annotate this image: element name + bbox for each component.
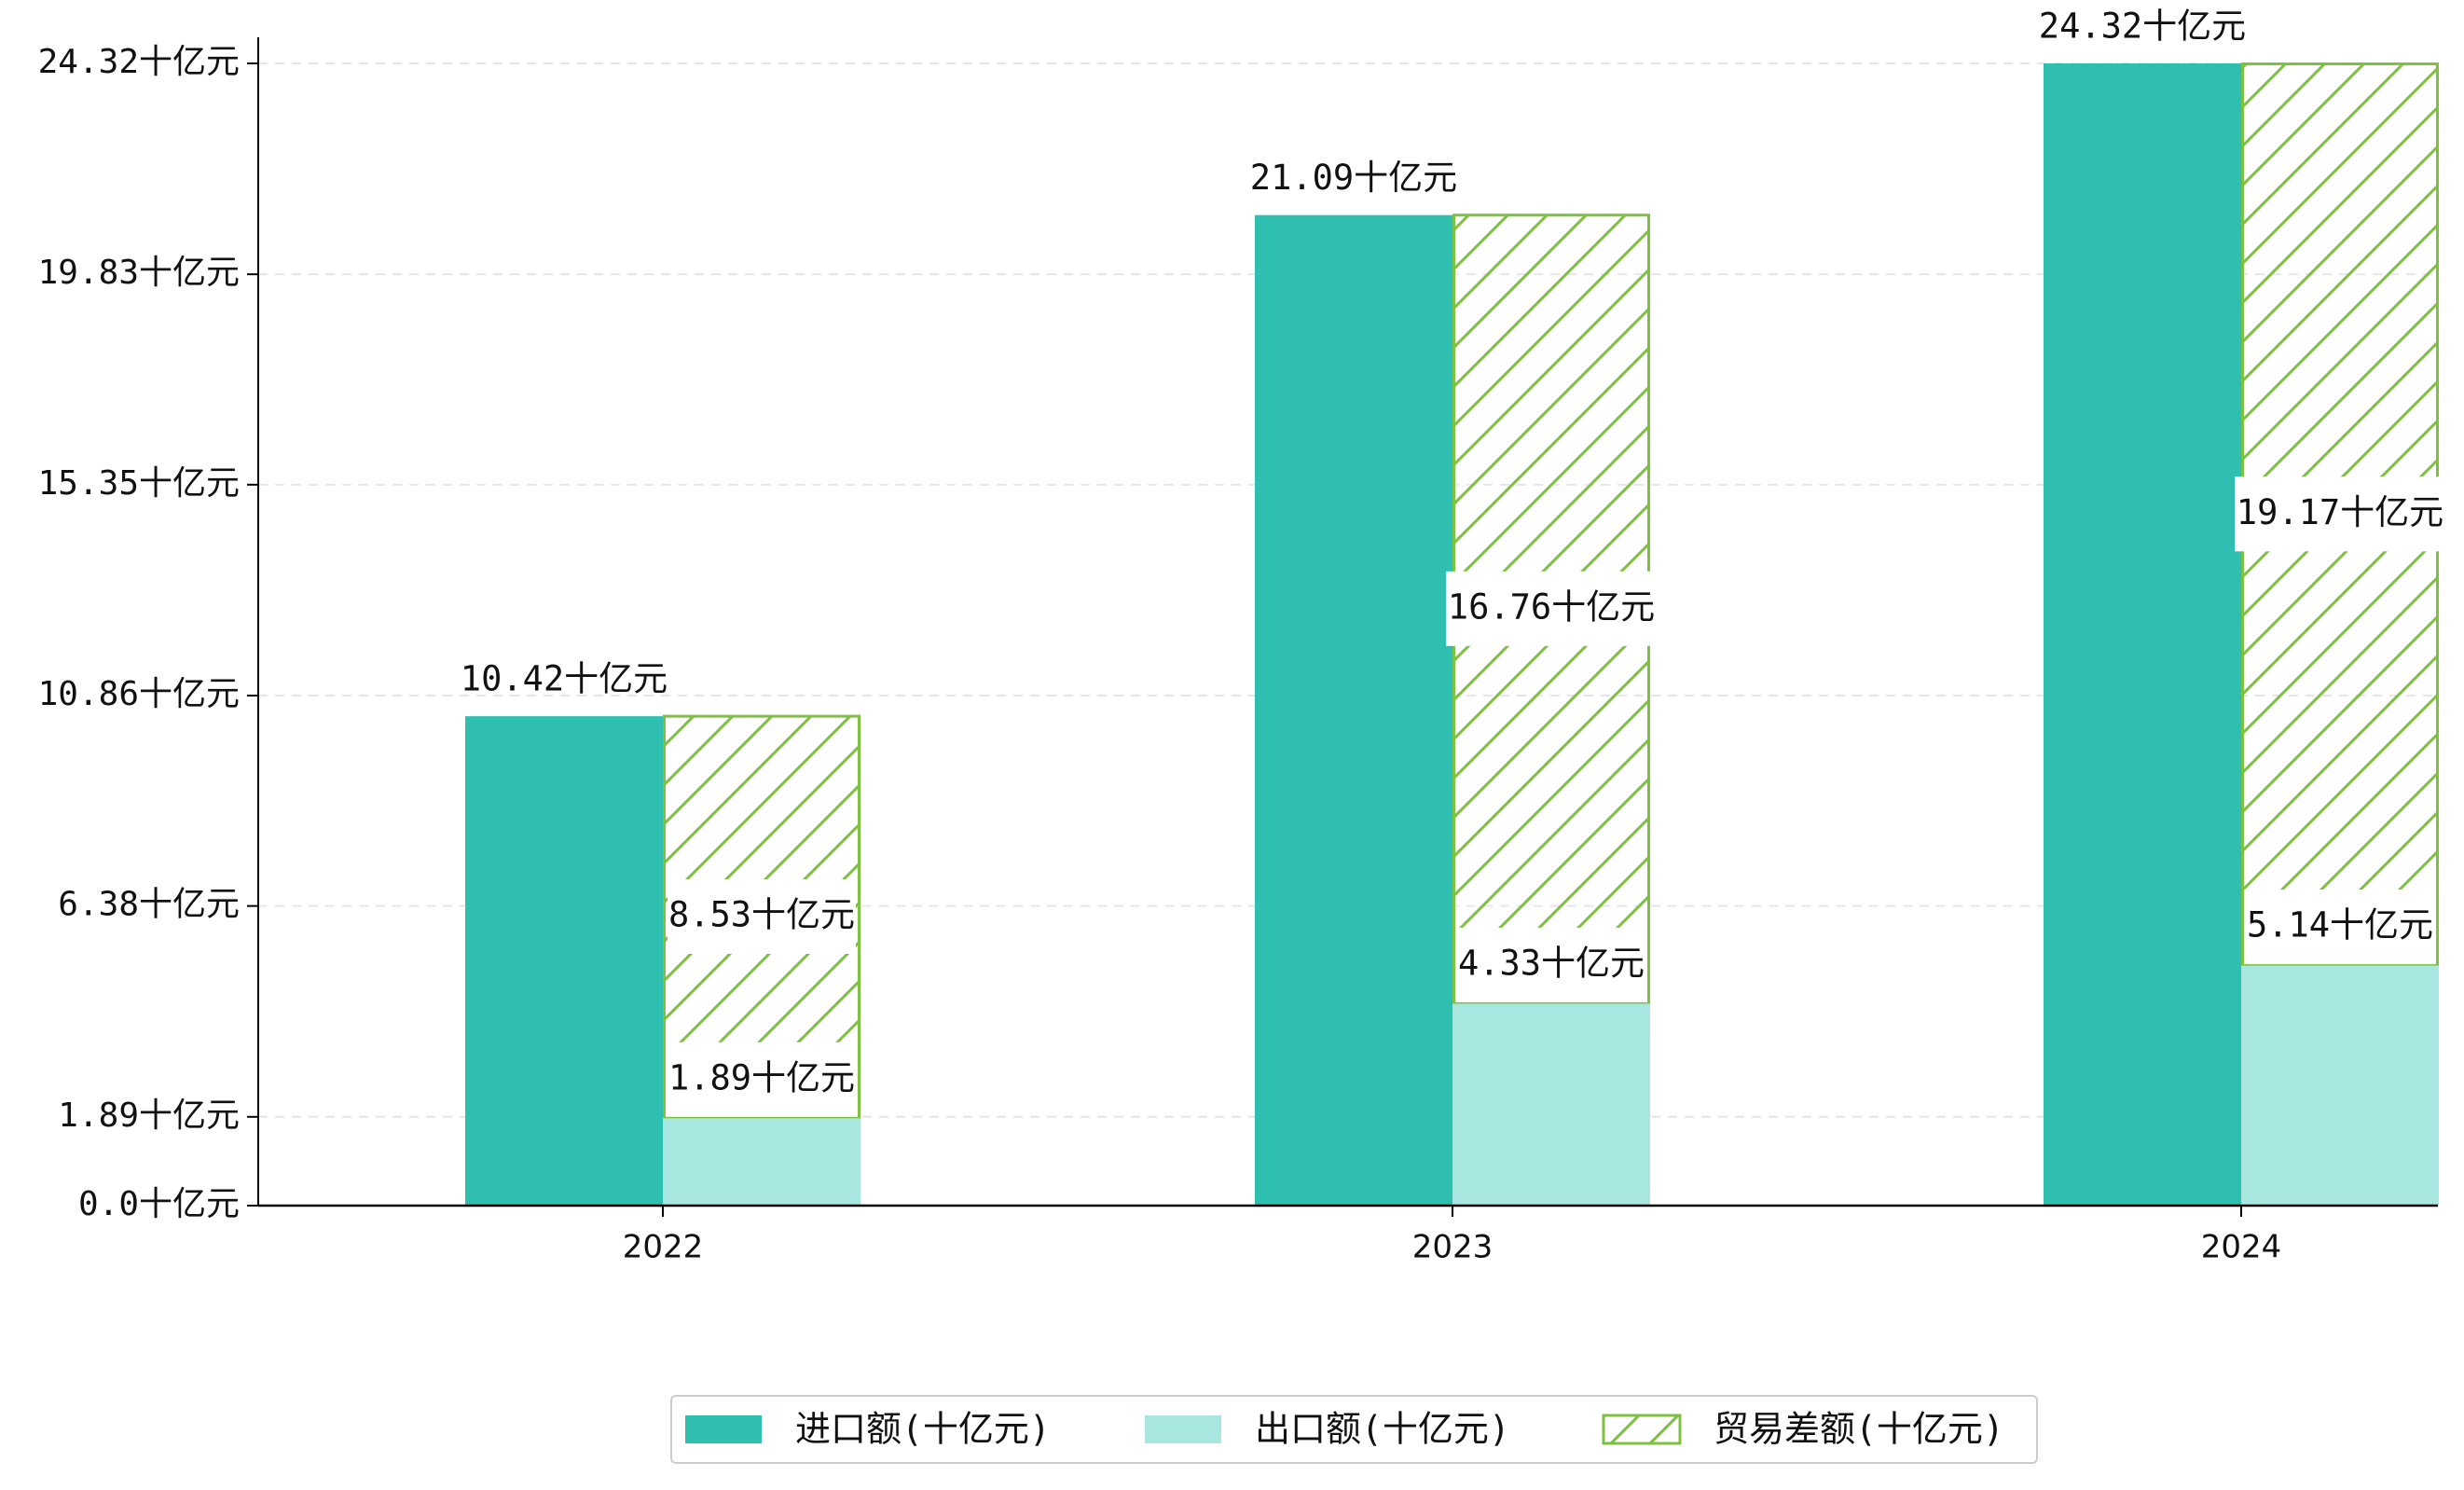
data-labels: 10.42十亿元 1.89十亿元 8.53十亿元 21.09十亿元 4.33十亿元 16.… — [461, 7, 2445, 1117]
legend-item: 进口额(十亿元) — [685, 1409, 1051, 1450]
bar-import — [1255, 214, 1452, 1206]
data-label-import: 21.09十亿元 — [1250, 158, 1457, 198]
y-tick-label: 6.38十亿元 — [58, 886, 240, 924]
data-label-background — [666, 1042, 858, 1117]
data-label-background — [1455, 927, 1647, 1002]
data-label-background — [2244, 890, 2436, 965]
y-tick-label: 0.0十亿元 — [78, 1185, 240, 1223]
data-label-text: 19.17十亿元 — [2237, 492, 2443, 532]
data-label-text: 5.14十亿元 — [2247, 905, 2433, 945]
y-tick-label: 10.86十亿元 — [38, 675, 240, 713]
legend-swatch — [1602, 1414, 1682, 1445]
bar-import — [465, 716, 663, 1206]
legend-label: 进口额(十亿元) — [795, 1409, 1051, 1450]
data-label-text: 16.76十亿元 — [1448, 586, 1655, 627]
legend-item: 出口额(十亿元) — [1145, 1409, 1510, 1450]
data-label: 1.89十亿元 — [666, 1042, 858, 1117]
legend-label: 出口额(十亿元) — [1255, 1409, 1510, 1450]
x-tick-label: 2024 — [2201, 1229, 2282, 1266]
data-label: 4.33十亿元 — [1455, 927, 1647, 1002]
data-label: 8.53十亿元 — [668, 878, 856, 954]
data-label-text: 4.33十亿元 — [1458, 943, 1645, 983]
y-tick-label: 24.32十亿元 — [38, 43, 240, 81]
legend-swatch — [1145, 1415, 1221, 1443]
data-label-background — [668, 878, 856, 954]
data-label-import: 10.42十亿元 — [461, 659, 668, 699]
y-tick-label: 15.35十亿元 — [38, 464, 240, 503]
data-label-background — [2235, 476, 2445, 552]
data-label-import: 24.32十亿元 — [2039, 7, 2246, 47]
legend-frame — [670, 1395, 2038, 1464]
legend: 进口额(十亿元) 出口额(十亿元) 贸易差额(十亿元) — [670, 1395, 2038, 1464]
bar-export — [1452, 1001, 1650, 1206]
data-label: 19.17十亿元 — [2235, 476, 2445, 552]
legend-item: 贸易差额(十亿元) — [1602, 1409, 2004, 1450]
y-axis-ticks: 0.0十亿元 1.89十亿元 6.38十亿元 10.86十亿元 15.35十亿元 19.8… — [38, 43, 258, 1223]
data-label-background — [1446, 571, 1657, 646]
x-tick-label: 2022 — [623, 1229, 704, 1266]
legend-swatch — [685, 1415, 762, 1443]
y-tick-label: 19.83十亿元 — [38, 254, 240, 292]
legend-label: 贸易差额(十亿元) — [1714, 1409, 2004, 1450]
data-label-text: 8.53十亿元 — [668, 894, 855, 934]
data-label: 16.76十亿元 — [1446, 571, 1657, 646]
x-tick-label: 2023 — [1412, 1229, 1494, 1266]
axes — [257, 37, 2438, 1207]
y-tick-label: 1.89十亿元 — [58, 1097, 240, 1135]
bar-export — [2241, 964, 2439, 1206]
bar-import — [2044, 63, 2241, 1206]
x-axis-ticks: 2022 2023 2024 — [623, 1206, 2282, 1266]
data-label-text: 1.89十亿元 — [668, 1057, 855, 1097]
data-label: 5.14十亿元 — [2244, 890, 2436, 965]
bar-export — [663, 1116, 860, 1206]
